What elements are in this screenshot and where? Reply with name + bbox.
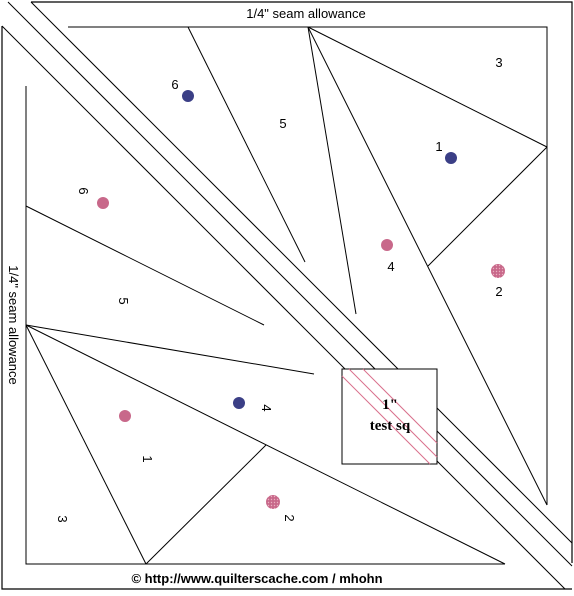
top-seam-allowance-label: 1/4" seam allowance bbox=[246, 6, 366, 21]
left-piece-numbers: 6 5 4 1 3 2 bbox=[55, 187, 297, 522]
test-square-diagonal bbox=[362, 368, 438, 444]
pink-fabric-dot bbox=[119, 410, 131, 422]
piece-number: 1 bbox=[140, 455, 155, 462]
pink-fabric-dot bbox=[97, 197, 109, 209]
piece-number: 6 bbox=[171, 77, 178, 92]
fabric-dots bbox=[97, 90, 505, 509]
lower-left-section bbox=[25, 86, 506, 565]
piece-number: 3 bbox=[495, 55, 502, 70]
piece-number: 2 bbox=[495, 284, 502, 299]
piece-number: 2 bbox=[282, 514, 297, 521]
navy-fabric-dot bbox=[445, 152, 457, 164]
test-square-label-line2: test sq bbox=[370, 418, 411, 434]
piece-number: 1 bbox=[435, 139, 442, 154]
test-square-diagonal bbox=[341, 375, 431, 465]
upper-piece-numbers: 6 5 3 1 4 2 bbox=[171, 55, 502, 299]
credit-line: © http://www.quilterscache.com / mhohn bbox=[131, 571, 382, 586]
test-square-label-line1: 1" bbox=[382, 397, 398, 413]
piece-number: 3 bbox=[55, 515, 70, 522]
navy-fabric-dot bbox=[182, 90, 194, 102]
piece-number: 5 bbox=[116, 297, 131, 304]
textured-pink-fabric-dot bbox=[266, 495, 280, 509]
pink-fabric-dot bbox=[381, 239, 393, 251]
piece-number: 4 bbox=[387, 259, 394, 274]
textured-pink-fabric-dot bbox=[491, 264, 505, 278]
piece-number: 5 bbox=[279, 116, 286, 131]
left-seam-allowance-label: 1/4" seam allowance bbox=[6, 265, 21, 385]
test-square: 1" test sq bbox=[341, 368, 438, 465]
piece-number: 4 bbox=[259, 404, 274, 411]
test-square-diagonal bbox=[348, 368, 438, 458]
piece-number: 6 bbox=[76, 187, 91, 194]
upper-right-section bbox=[68, 26, 548, 506]
navy-fabric-dot bbox=[233, 397, 245, 409]
